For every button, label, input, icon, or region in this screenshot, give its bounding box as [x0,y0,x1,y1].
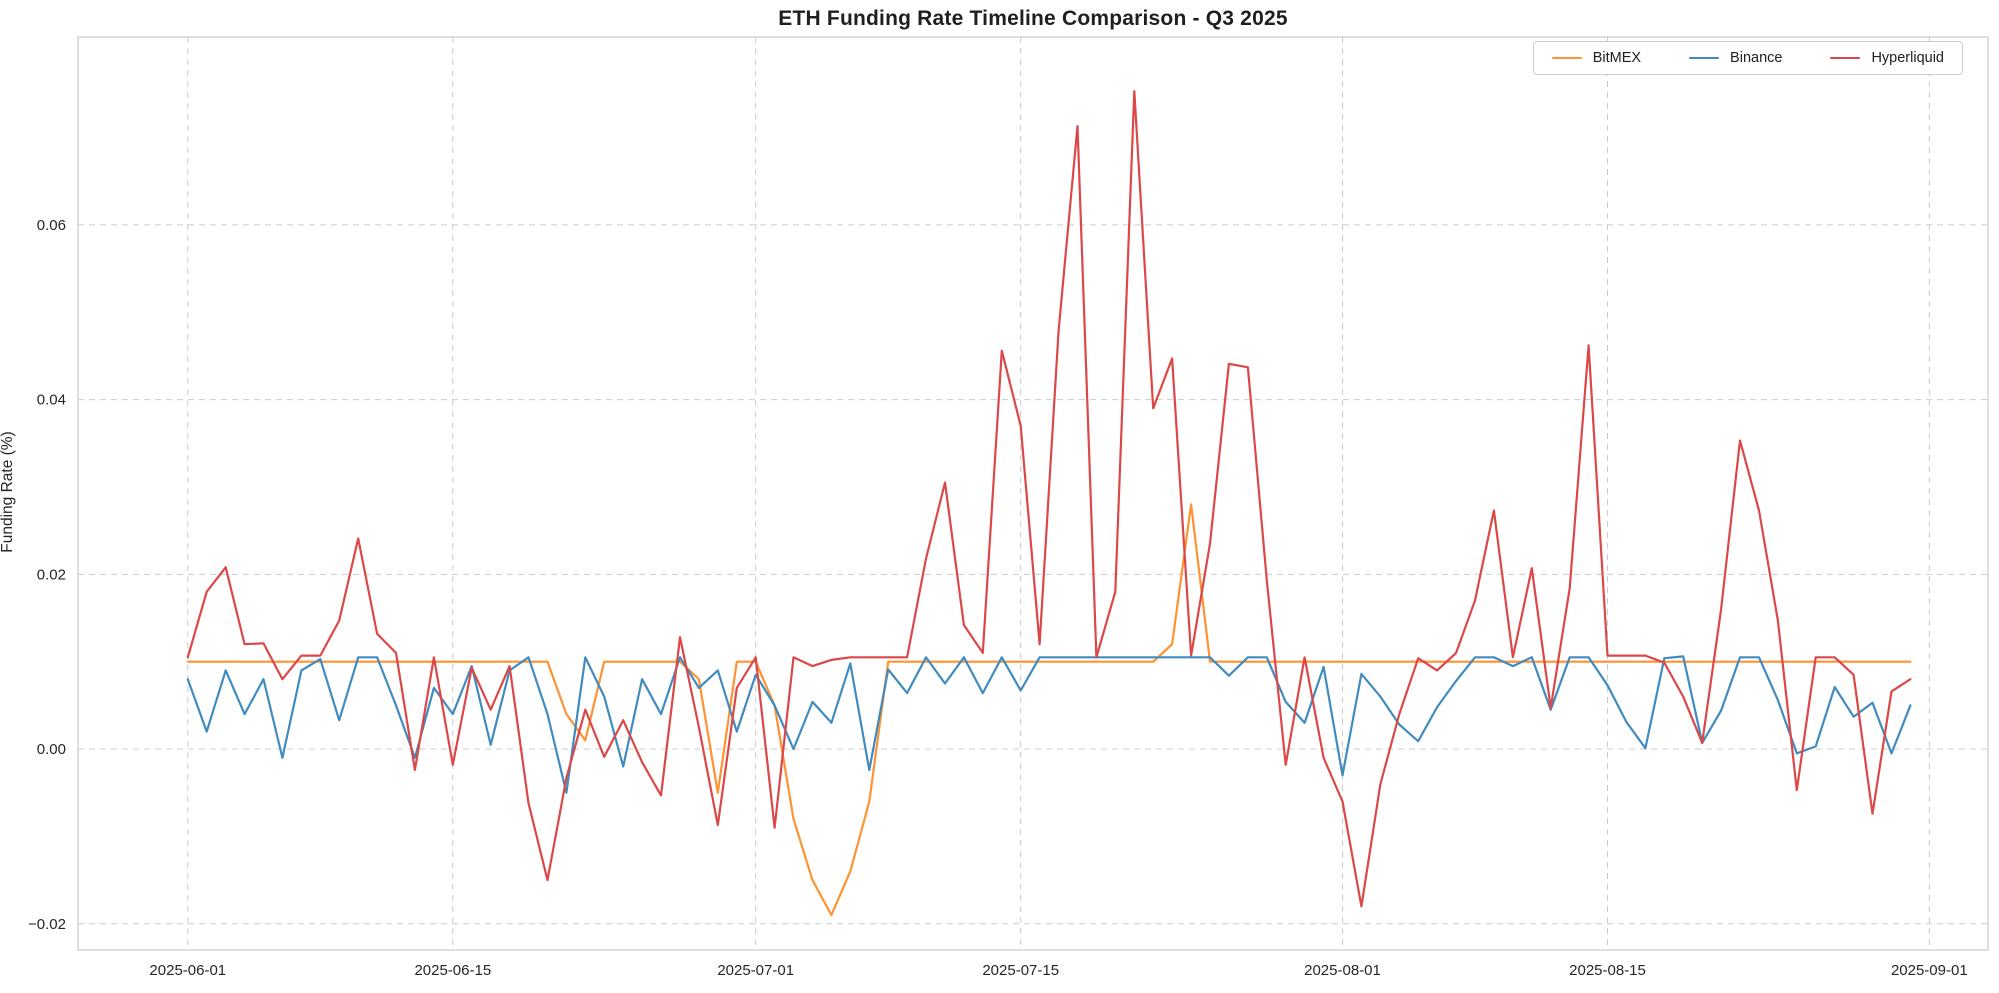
x-tick-label: 2025-08-15 [1569,962,1646,979]
y-tick-label: 0.00 [37,741,66,758]
x-tick-label: 2025-07-01 [717,962,794,979]
legend-label-bitmex: BitMEX [1592,50,1642,66]
bitmex-line-swatch-icon [1551,57,1582,59]
legend-label-hyperliquid: Hyperliquid [1871,50,1944,66]
y-tick-label: 0.06 [37,217,66,234]
legend-item-binance: Binance [1689,50,1782,66]
binance-line-swatch-icon [1689,57,1720,59]
x-tick-label: 2025-07-15 [982,962,1059,979]
hyperliquid-line-swatch-icon [1830,57,1861,59]
y-tick-label: 0.02 [37,566,66,583]
chart-title: ETH Funding Rate Timeline Comparison - Q… [778,7,1288,30]
x-tick-label: 2025-06-15 [414,962,491,979]
x-tick-label: 2025-06-01 [149,962,226,979]
series-line-hyperliquid [186,90,1912,908]
series-line-binance [186,655,1912,794]
x-tick-label: 2025-09-01 [1891,962,1968,979]
series-line-bitmex [186,503,1912,917]
legend-item-hyperliquid: Hyperliquid [1830,50,1944,66]
y-tick-label: 0.04 [37,392,66,409]
legend: BitMEX Binance Hyperliquid [1532,41,1963,75]
x-tick-label: 2025-08-01 [1304,962,1381,979]
legend-label-binance: Binance [1730,50,1783,66]
y-tick-label: −0.02 [28,916,66,933]
plot-border [77,36,1989,951]
legend-item-bitmex: BitMEX [1551,50,1642,66]
